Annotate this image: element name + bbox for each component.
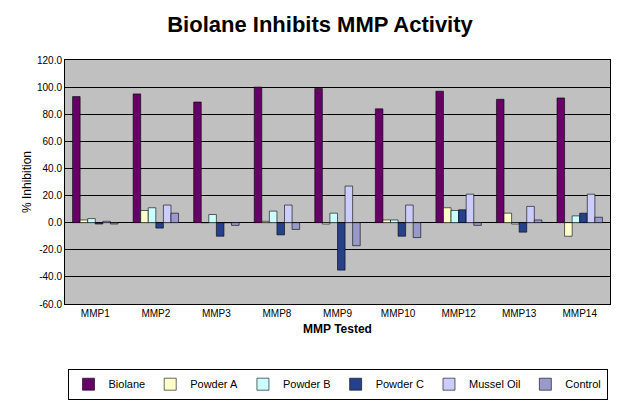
svg-text:Biolane Inhibits MMP Activity: Biolane Inhibits MMP Activity xyxy=(167,12,473,37)
svg-text:Control: Control xyxy=(565,378,600,390)
svg-text:MMP9: MMP9 xyxy=(323,308,352,319)
svg-text:Mussel Oil: Mussel Oil xyxy=(469,378,520,390)
svg-text:120.0: 120.0 xyxy=(37,55,62,66)
svg-text:MMP8: MMP8 xyxy=(262,308,291,319)
svg-text:MMP14: MMP14 xyxy=(562,308,597,319)
svg-text:Powder B: Powder B xyxy=(283,378,331,390)
svg-text:-40.0: -40.0 xyxy=(39,271,62,282)
svg-text:MMP3: MMP3 xyxy=(202,308,231,319)
svg-text:MMP13: MMP13 xyxy=(502,308,537,319)
svg-text:80.0: 80.0 xyxy=(43,109,63,120)
svg-text:Biolane: Biolane xyxy=(109,378,146,390)
svg-text:0.0: 0.0 xyxy=(48,217,62,228)
svg-text:MMP10: MMP10 xyxy=(381,308,416,319)
svg-text:MMP12: MMP12 xyxy=(441,308,476,319)
svg-text:60.0: 60.0 xyxy=(43,136,63,147)
svg-text:100.0: 100.0 xyxy=(37,82,62,93)
svg-text:-60.0: -60.0 xyxy=(39,299,62,310)
svg-text:% Inhibition: % Inhibition xyxy=(20,151,34,213)
svg-text:-20.0: -20.0 xyxy=(39,244,62,255)
svg-text:20.0: 20.0 xyxy=(43,190,63,201)
svg-text:MMP2: MMP2 xyxy=(141,308,170,319)
svg-text:40.0: 40.0 xyxy=(43,163,63,174)
svg-text:Powder A: Powder A xyxy=(190,378,238,390)
svg-text:Powder C: Powder C xyxy=(376,378,424,390)
svg-text:MMP Tested: MMP Tested xyxy=(303,322,372,336)
svg-text:MMP1: MMP1 xyxy=(81,308,110,319)
